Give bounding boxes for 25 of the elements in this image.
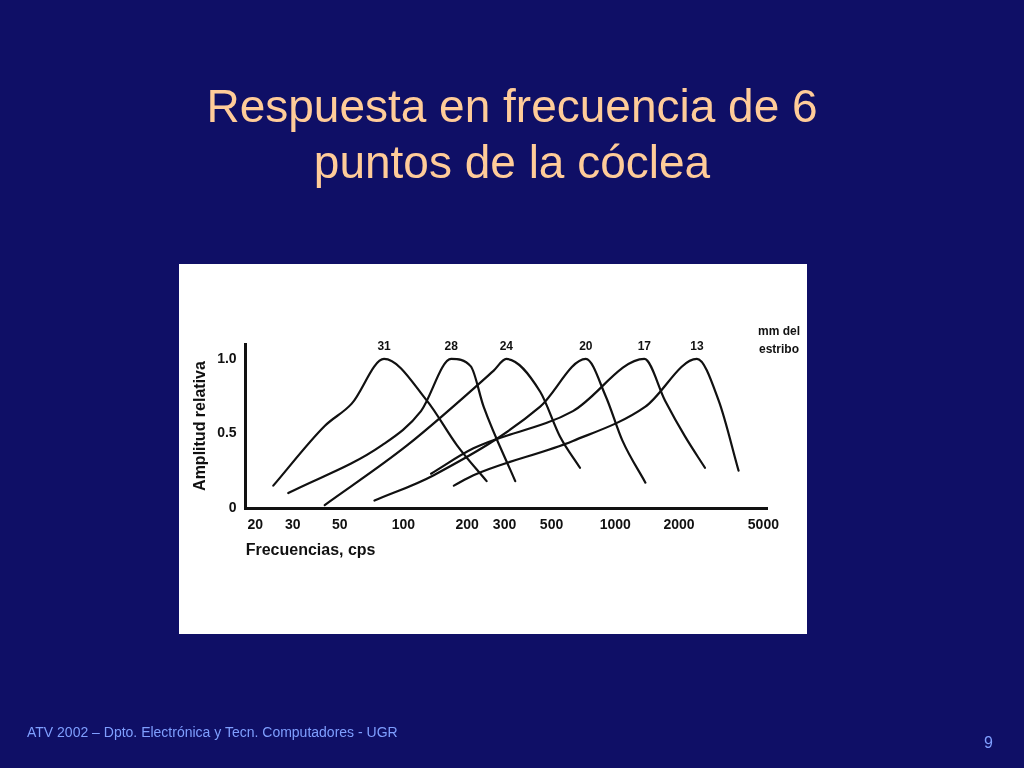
x-axis-title: Frecuencias, cps <box>245 540 376 558</box>
x-tick-label: 5000 <box>747 516 780 533</box>
series-label: 17 <box>637 339 652 354</box>
series-label: 28 <box>444 339 459 354</box>
x-tick-label: 50 <box>331 516 348 533</box>
text: 9 <box>984 734 993 752</box>
annotation: mm del estribo <box>757 324 801 357</box>
series-label: 24 <box>499 339 514 354</box>
y-axis-title: Amplitud relativa <box>191 361 209 491</box>
chart-title: Respuesta en frecuencia de 6 puntos de la cóclea <box>205 79 819 190</box>
y-tick-label: 0.5 <box>217 424 237 441</box>
y-tick-label: 1.0 <box>217 349 237 366</box>
x-tick-label: 100 <box>391 516 416 533</box>
x-tick-label: 200 <box>455 516 480 533</box>
series-label: 20 <box>579 339 593 354</box>
x-tick-label: 500 <box>539 516 564 533</box>
x-tick-label: 20 <box>247 516 264 533</box>
x-tick-label: 300 <box>492 516 517 533</box>
x-tick-label: 2000 <box>663 516 695 533</box>
series-label: 13 <box>690 339 704 354</box>
x-tick-label: 1000 <box>599 516 632 533</box>
y-tick-label: 0 <box>228 498 237 515</box>
series-label: 31 <box>377 339 392 354</box>
x-tick-label: 30 <box>284 516 301 533</box>
text: ATV 2002 – Dpto. Electrónica y Tecn. Computadores - UGR <box>27 724 398 740</box>
